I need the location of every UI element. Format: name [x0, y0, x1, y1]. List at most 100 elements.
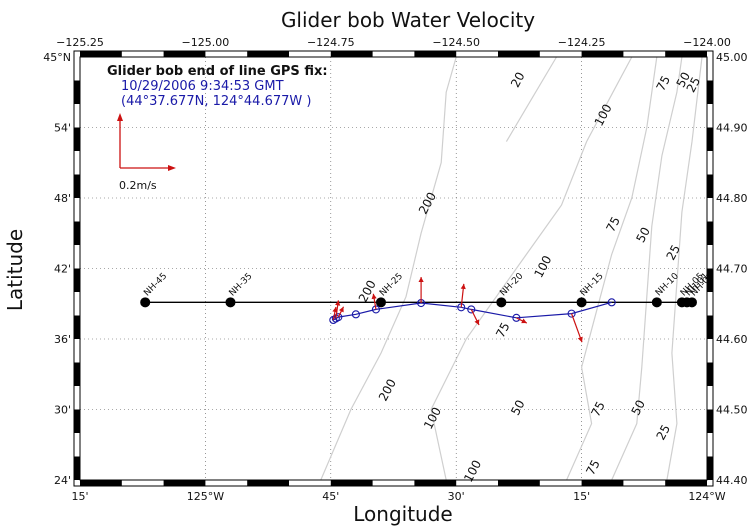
velocity-vector — [418, 277, 424, 304]
isobath-label: 75 — [654, 73, 674, 93]
velocity-vector — [371, 293, 377, 310]
frame-segment — [330, 51, 373, 57]
frame-segment — [74, 174, 80, 198]
vector-head — [335, 300, 341, 306]
frame-segment — [247, 480, 289, 486]
track-point — [467, 305, 476, 314]
track-point — [351, 310, 360, 319]
gps-fix-annotation: Glider bob end of line GPS fix: 10/29/20… — [107, 64, 328, 109]
top-tick-label: −125.25 — [56, 36, 104, 49]
isobath-label: 20 — [508, 70, 528, 90]
isobath-50 — [611, 56, 683, 481]
frame-segment — [707, 80, 713, 104]
vector-head — [474, 319, 480, 325]
frame-segment — [74, 409, 80, 433]
velocity-vector — [460, 283, 466, 308]
bottom-tick-label: 124°W — [688, 490, 725, 503]
frame-segment — [414, 480, 457, 486]
velocity-vector — [470, 309, 480, 326]
frame-segment — [707, 174, 713, 198]
left-tick-label: 36' — [54, 333, 71, 346]
frame-segment — [74, 221, 80, 245]
vector-head — [371, 293, 377, 300]
isobath-label: 50 — [633, 225, 653, 245]
velocity-vector — [335, 300, 341, 319]
scale-arrow-label: 0.2m/s — [119, 179, 157, 192]
frame-segment — [707, 221, 713, 245]
isobath-contours — [320, 56, 703, 481]
isobath-label: 25 — [654, 422, 674, 442]
left-tick-label: 45°N — [43, 51, 71, 64]
frame-segment — [74, 127, 80, 151]
station-marker — [681, 297, 692, 308]
isobath-label: 25 — [664, 242, 684, 262]
gps-fix-position: (44°37.677N, 124°44.677W ) — [121, 94, 311, 109]
frame-segment — [74, 362, 80, 386]
bottom-tick-label: 15' — [71, 490, 88, 503]
vector-head — [521, 318, 527, 324]
track-point — [512, 313, 521, 322]
vector-head — [460, 283, 466, 290]
frame-segment — [74, 456, 80, 480]
isobath-25 — [666, 56, 703, 481]
vector-head — [577, 336, 583, 343]
frame-segment — [707, 268, 713, 292]
isobath-20 — [505, 56, 558, 142]
gps-fix-time: 10/29/2006 9:34:53 GMT — [121, 79, 284, 94]
velocity-vector — [571, 313, 583, 343]
axis-ticks: −125.25 −125.00 −124.75 −124.50 −124.25 −124.… — [43, 36, 747, 503]
frame-segment — [74, 80, 80, 104]
right-tick-label: 44.60 — [716, 333, 748, 346]
isobath-75 — [566, 56, 658, 481]
bottom-tick-label: 45' — [322, 490, 339, 503]
frame-segment — [80, 480, 122, 486]
vector-shaft — [571, 313, 583, 343]
right-tick-label: 44.90 — [716, 122, 748, 135]
velocity-vector — [337, 306, 345, 318]
top-tick-label: −124.50 — [432, 36, 480, 49]
frame-segment — [330, 480, 373, 486]
right-tick-label: 44.50 — [716, 404, 748, 417]
scale-arrowhead-north — [117, 113, 123, 121]
right-tick-label: 44.80 — [716, 192, 748, 205]
frame-segment — [163, 51, 206, 57]
frame-segment — [414, 51, 457, 57]
x-axis-label: Longitude — [353, 502, 452, 526]
frame-segment — [707, 456, 713, 480]
top-tick-label: −124.00 — [683, 36, 731, 49]
frame-segment — [498, 480, 540, 486]
gps-fix-heading: Glider bob end of line GPS fix: — [107, 64, 328, 79]
frame-segment — [707, 127, 713, 151]
station-marker — [375, 297, 386, 308]
frame-segment — [74, 315, 80, 339]
bottom-tick-label: 15' — [573, 490, 590, 503]
isobath-label: 75 — [583, 457, 603, 477]
isobath-label: 75 — [588, 399, 608, 419]
bottom-tick-label: 125°W — [187, 490, 224, 503]
frame-segment — [74, 268, 80, 292]
frame-segment — [707, 315, 713, 339]
velocity-vectors — [332, 277, 583, 343]
right-tick-label: 44.70 — [716, 263, 748, 276]
track-point — [334, 313, 343, 322]
isobath-label: 75 — [493, 320, 513, 340]
left-tick-label: 54' — [54, 122, 71, 135]
station-marker — [576, 297, 587, 308]
left-tick-label: 24' — [54, 474, 71, 487]
vector-head — [418, 277, 424, 282]
vector-head — [339, 306, 344, 313]
scale-arrowhead-east — [168, 165, 176, 171]
frame-segment — [498, 51, 540, 57]
velocity-vector — [332, 306, 338, 321]
frame-segment — [247, 51, 289, 57]
frame-segment — [707, 409, 713, 433]
scale-arrows: 0.2m/s — [117, 113, 176, 192]
frame-segment — [80, 51, 122, 57]
left-tick-label: 42' — [54, 263, 71, 276]
frame-segment — [581, 51, 624, 57]
station-marker — [496, 297, 507, 308]
isobath-label: 50 — [628, 398, 648, 418]
frame-segment — [581, 480, 624, 486]
